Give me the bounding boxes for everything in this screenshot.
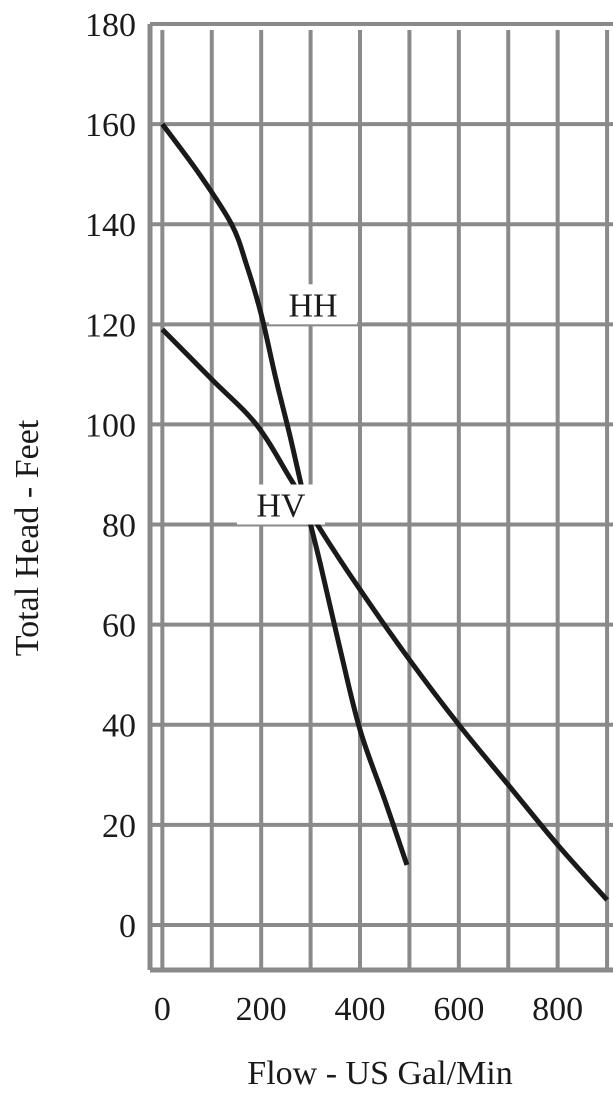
series-label-background xyxy=(236,484,325,525)
x-tick-label: 0 xyxy=(154,991,171,1028)
y-tick-label: 140 xyxy=(85,207,136,244)
x-tick-label: 600 xyxy=(433,991,484,1028)
y-tick-label: 180 xyxy=(85,7,136,44)
y-tick-label: 60 xyxy=(102,608,136,645)
y-tick-label: 120 xyxy=(85,307,136,344)
series-label-hh: HH xyxy=(289,287,338,324)
series-label-background xyxy=(269,284,358,325)
y-axis-title: Total Head - Feet xyxy=(9,419,46,656)
x-axis-title: Flow - US Gal/Min xyxy=(247,1055,512,1092)
x-tick-label: 400 xyxy=(335,991,386,1028)
series-line-hh xyxy=(160,122,410,866)
series-label-hv: HV xyxy=(256,488,306,525)
series-lines xyxy=(160,122,609,902)
y-tick-label: 40 xyxy=(102,708,136,745)
x-tick-label: 800 xyxy=(532,991,583,1028)
x-tick-label: 200 xyxy=(236,991,287,1028)
y-tick-label: 0 xyxy=(119,908,136,945)
tick-labels: 0 20 40 60 80 100 120 140 160 180 0 200 400 600 800 xyxy=(85,7,583,1028)
y-tick-label: 20 xyxy=(102,808,136,845)
series-labels: HH HV xyxy=(236,284,358,525)
y-tick-label: 80 xyxy=(102,508,136,545)
axes xyxy=(147,24,613,973)
y-tick-label: 160 xyxy=(85,107,136,144)
y-tick-label: 100 xyxy=(85,407,136,444)
series-line-hv xyxy=(160,327,609,902)
